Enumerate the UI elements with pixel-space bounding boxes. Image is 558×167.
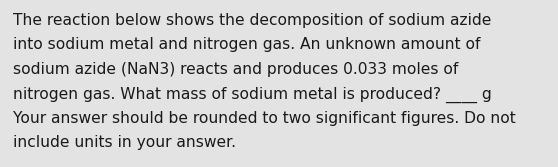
Text: include units in your answer.: include units in your answer.	[13, 135, 236, 150]
Text: into sodium metal and nitrogen gas. An unknown amount of: into sodium metal and nitrogen gas. An u…	[13, 38, 480, 52]
Text: Your answer should be rounded to two significant figures. Do not: Your answer should be rounded to two sig…	[13, 111, 516, 126]
Text: sodium azide (NaN3) reacts and produces 0.033 moles of: sodium azide (NaN3) reacts and produces …	[13, 62, 458, 77]
Text: nitrogen gas. What mass of sodium metal is produced? ____ g: nitrogen gas. What mass of sodium metal …	[13, 87, 492, 103]
Text: The reaction below shows the decomposition of sodium azide: The reaction below shows the decompositi…	[13, 13, 492, 28]
